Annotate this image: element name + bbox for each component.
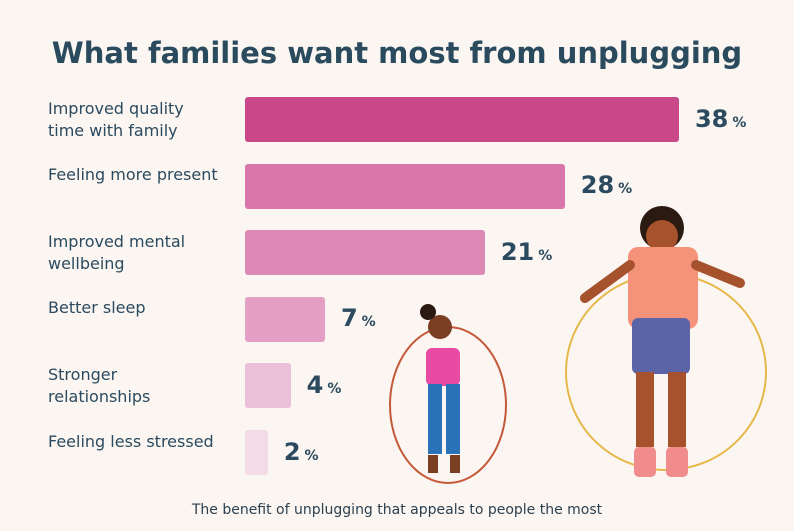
value-unit: %: [327, 380, 342, 397]
value-unit: %: [618, 181, 633, 198]
category-label: Feeling more present: [48, 165, 218, 185]
value-label: 4%: [307, 371, 342, 399]
value-label: 38%: [695, 105, 746, 133]
bar: [245, 163, 565, 209]
value-label: 28%: [581, 171, 632, 199]
chart-caption: The benefit of unplugging that appeals t…: [191, 502, 603, 518]
category-label: Better sleep: [48, 298, 146, 318]
chart-title: What families want most from unplugging: [51, 36, 743, 70]
value-number: 38: [694, 104, 729, 133]
value-unit: %: [361, 314, 376, 331]
value-number: 4: [306, 370, 324, 399]
value-label: 7%: [341, 304, 376, 332]
value-unit: %: [732, 114, 747, 131]
value-number: 2: [283, 437, 301, 466]
value-unit: %: [304, 447, 319, 464]
value-number: 21: [500, 237, 535, 266]
value-number: 7: [340, 304, 358, 333]
value-number: 28: [580, 171, 615, 200]
bar: [245, 230, 485, 276]
category-label: Stronger relationships: [48, 364, 151, 406]
bar: [245, 296, 325, 342]
category-label: Feeling less stressed: [48, 431, 214, 451]
category-label: Improved quality time with family: [48, 98, 184, 140]
bar: [245, 363, 291, 409]
value-unit: %: [538, 247, 553, 264]
category-label: Improved mental wellbeing: [48, 231, 186, 273]
bar: [245, 430, 268, 475]
value-label: 21%: [501, 238, 552, 266]
value-label: 2%: [284, 438, 319, 466]
bar: [245, 97, 679, 142]
